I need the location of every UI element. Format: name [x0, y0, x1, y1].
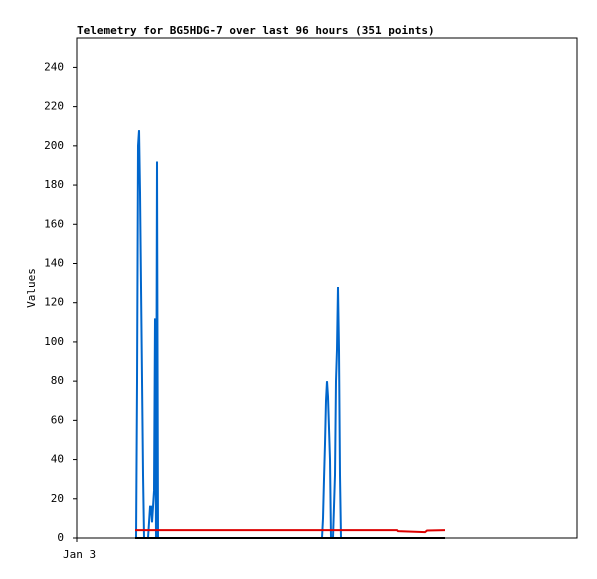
y-tick-label: 60: [51, 413, 64, 426]
y-tick-label: 0: [57, 531, 64, 544]
series-line: [135, 130, 342, 539]
plot-frame: [76, 37, 578, 539]
y-tick-label: 180: [44, 178, 64, 191]
y-tick-label: 240: [44, 60, 64, 73]
y-tick-label: 100: [44, 335, 64, 348]
y-tick-label: 140: [44, 256, 64, 269]
series-line: [135, 529, 446, 534]
y-axis-label: Values: [25, 268, 38, 308]
x-tick-label: Jan 3: [63, 548, 96, 561]
y-tick-label: 120: [44, 296, 64, 309]
y-tick-label: 80: [51, 374, 64, 387]
chart-title: Telemetry for BG5HDG-7 over last 96 hour…: [77, 24, 435, 37]
y-tick-label: 200: [44, 139, 64, 152]
y-tick-label: 160: [44, 217, 64, 230]
y-tick-label: 220: [44, 100, 64, 113]
y-tick-label: 40: [51, 453, 64, 466]
y-tick-label: 20: [51, 492, 64, 505]
